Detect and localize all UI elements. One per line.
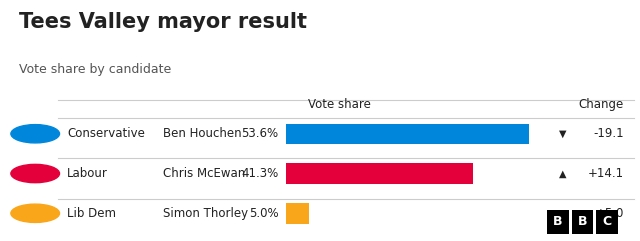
Text: Ben Houchen: Ben Houchen [163, 127, 242, 140]
Text: B: B [554, 215, 563, 228]
Text: C: C [602, 215, 611, 228]
Text: Labour: Labour [67, 167, 108, 180]
Text: Lib Dem: Lib Dem [67, 207, 116, 220]
Text: 41.3%: 41.3% [241, 167, 278, 180]
Text: Change: Change [579, 98, 624, 111]
Text: -19.1: -19.1 [593, 127, 624, 140]
Text: +14.1: +14.1 [588, 167, 624, 180]
Text: Tees Valley mayor result: Tees Valley mayor result [19, 12, 307, 32]
Text: 53.6%: 53.6% [241, 127, 278, 140]
Text: Conservative: Conservative [67, 127, 145, 140]
Text: +5.0: +5.0 [596, 207, 624, 220]
Text: ▲: ▲ [559, 208, 566, 218]
Text: B: B [578, 215, 587, 228]
Text: Vote share: Vote share [308, 98, 371, 111]
Text: ▲: ▲ [559, 168, 566, 179]
Text: Simon Thorley: Simon Thorley [163, 207, 248, 220]
Text: 5.0%: 5.0% [249, 207, 278, 220]
Text: Chris McEwan: Chris McEwan [163, 167, 246, 180]
Text: Vote share by candidate: Vote share by candidate [19, 63, 172, 76]
Text: ▼: ▼ [559, 129, 566, 139]
